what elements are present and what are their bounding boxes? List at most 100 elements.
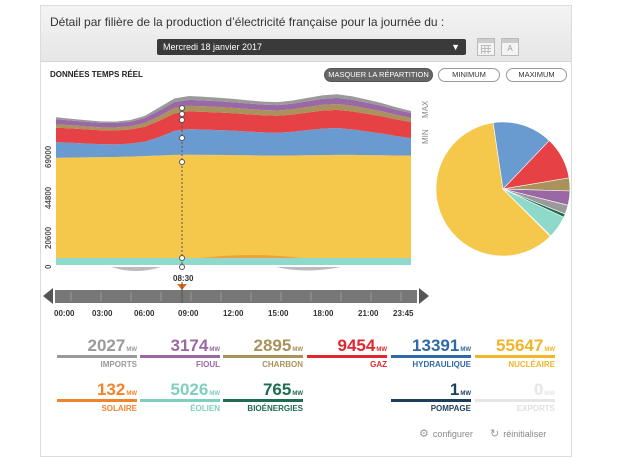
- nucleaire-label: NUCLÉAIRE: [508, 360, 555, 369]
- cursor-dots: [179, 105, 185, 270]
- nucleaire-value: 55647: [496, 336, 544, 355]
- gaz-label: GAZ: [370, 360, 387, 369]
- mask-breakdown-button[interactable]: MASQUER LA RÉPARTITION: [324, 68, 433, 82]
- breakdown-pie-chart[interactable]: [433, 119, 573, 259]
- y-tick-69000: 69000: [44, 145, 53, 168]
- solaire-bar: [57, 399, 137, 402]
- charbon-unit: MW: [292, 347, 303, 353]
- y-tick-0: 0: [44, 264, 53, 269]
- pompage-underline: [111, 267, 341, 271]
- hydraulique-value: 13391: [412, 336, 460, 355]
- imports-value: 2027: [87, 336, 126, 355]
- reset-icon: ↻: [490, 428, 500, 440]
- fioul-bar: [140, 355, 220, 358]
- x-tick-2345: 23:45: [393, 309, 414, 318]
- hydraulique-bar: [391, 355, 471, 358]
- x-tick-2100: 21:00: [358, 309, 379, 318]
- pie-slices: [435, 121, 571, 257]
- cursor-dot-1: [179, 111, 185, 117]
- reset-label: réinitialiser: [503, 429, 547, 439]
- production-area-chart[interactable]: 0 20600 44800 69000 MAX MIN: [41, 86, 441, 271]
- pompage-bar: [391, 399, 471, 402]
- gaz-bar: [307, 355, 387, 358]
- charbon-bar: [223, 355, 303, 358]
- calendar-letter: A: [507, 44, 513, 53]
- cursor-time-label: 08:30: [173, 274, 194, 283]
- calendar-year-icon[interactable]: A: [501, 38, 519, 56]
- x-tick-0300: 03:00: [92, 309, 113, 318]
- min-max-labels: MAX MIN: [421, 100, 430, 144]
- y-tick-20600: 20600: [44, 226, 53, 249]
- x-tick-1800: 18:00: [313, 309, 334, 318]
- pie-slice-solaire[interactable]: [502, 188, 552, 237]
- bioenergies-bar: [223, 399, 303, 402]
- solaire-unit: MW: [126, 391, 137, 397]
- eolien-unit: MW: [209, 391, 220, 397]
- cursor-dot-0: [179, 105, 185, 111]
- area-gaz: [56, 109, 411, 145]
- production-panel: Détail par filière de la production d’él…: [40, 5, 572, 457]
- exports-value: 0: [533, 380, 544, 399]
- imports-label: IMPORTS: [100, 360, 137, 369]
- x-tick-1500: 15:00: [268, 309, 289, 318]
- nucleaire-bar: [475, 355, 555, 358]
- imports-unit: MW: [126, 347, 137, 353]
- configure-link[interactable]: ⚙ configurer: [419, 427, 473, 440]
- bioenergies-label: BIOÉNERGIES: [247, 404, 303, 413]
- selected-date: Mercredi 18 janvier 2017: [163, 42, 263, 52]
- pie-slice-nucleaire[interactable]: [435, 122, 551, 257]
- calendar-day-icon[interactable]: [477, 38, 495, 56]
- y-axis: 0 20600 44800 69000: [44, 145, 53, 269]
- imports-bar: [57, 355, 137, 358]
- page-title: Détail par filière de la production d’él…: [50, 15, 445, 29]
- date-select[interactable]: Mercredi 18 janvier 2017 ▼: [157, 39, 466, 55]
- hydraulique-unit: MW: [460, 347, 471, 353]
- min-label: MIN: [421, 129, 430, 144]
- exports-label: EXPORTS: [516, 404, 555, 413]
- timeline-left-arrow-icon[interactable]: [43, 288, 53, 304]
- max-label: MAX: [421, 100, 430, 118]
- cursor-dot-4: [179, 159, 185, 165]
- fioul-label: FIOUL: [196, 360, 220, 369]
- gaz-value: 9454: [337, 336, 376, 355]
- pie-slice-hydraulique[interactable]: [492, 121, 550, 190]
- timeline-scrubber[interactable]: [41, 270, 441, 310]
- gaz-unit: MW: [376, 347, 387, 353]
- fioul-unit: MW: [209, 347, 220, 353]
- cursor-dot-2: [179, 117, 185, 123]
- timeline-track[interactable]: [55, 290, 417, 303]
- minimum-button[interactable]: MINIMUM: [438, 68, 500, 82]
- area-fioul: [56, 97, 411, 128]
- solaire-label: SOLAIRE: [101, 404, 137, 413]
- solaire-value: 132: [96, 380, 126, 399]
- x-tick-0000: 00:00: [54, 309, 75, 318]
- area-imports: [56, 94, 411, 124]
- eolien-band: [56, 255, 411, 265]
- bioenergies-unit: MW: [292, 391, 303, 397]
- area-nucleaire: [56, 154, 411, 258]
- gear-icon: ⚙: [419, 428, 429, 440]
- timeline-ticks: [70, 292, 402, 301]
- cursor-dot-6: [179, 264, 185, 270]
- pompage-unit: MW: [460, 391, 471, 397]
- pompage-value: 1: [449, 380, 460, 399]
- area-layers: [56, 94, 411, 258]
- cursor-dot-3: [179, 135, 185, 141]
- area-hydraulique: [56, 128, 411, 158]
- exports-bar: [475, 399, 555, 402]
- reset-link[interactable]: ↻ réinitialiser: [490, 427, 546, 440]
- maximum-button[interactable]: MAXIMUM: [506, 68, 567, 82]
- bioenergies-value: 765: [262, 380, 292, 399]
- y-tick-44800: 44800: [44, 186, 53, 209]
- exports-unit: MW: [544, 391, 555, 397]
- pompage-label: POMPAGE: [430, 404, 471, 413]
- cursor-dot-5: [179, 255, 185, 261]
- fioul-value: 3174: [170, 336, 209, 355]
- area-charbon: [56, 104, 411, 131]
- nucleaire-unit: MW: [544, 347, 555, 353]
- live-data-label: DONNÉES TEMPS RÉEL: [50, 70, 143, 79]
- x-tick-0900: 09:00: [178, 309, 199, 318]
- timeline-right-arrow-icon[interactable]: [419, 288, 429, 304]
- configure-label: configurer: [432, 429, 473, 439]
- eolien-bar: [140, 399, 220, 402]
